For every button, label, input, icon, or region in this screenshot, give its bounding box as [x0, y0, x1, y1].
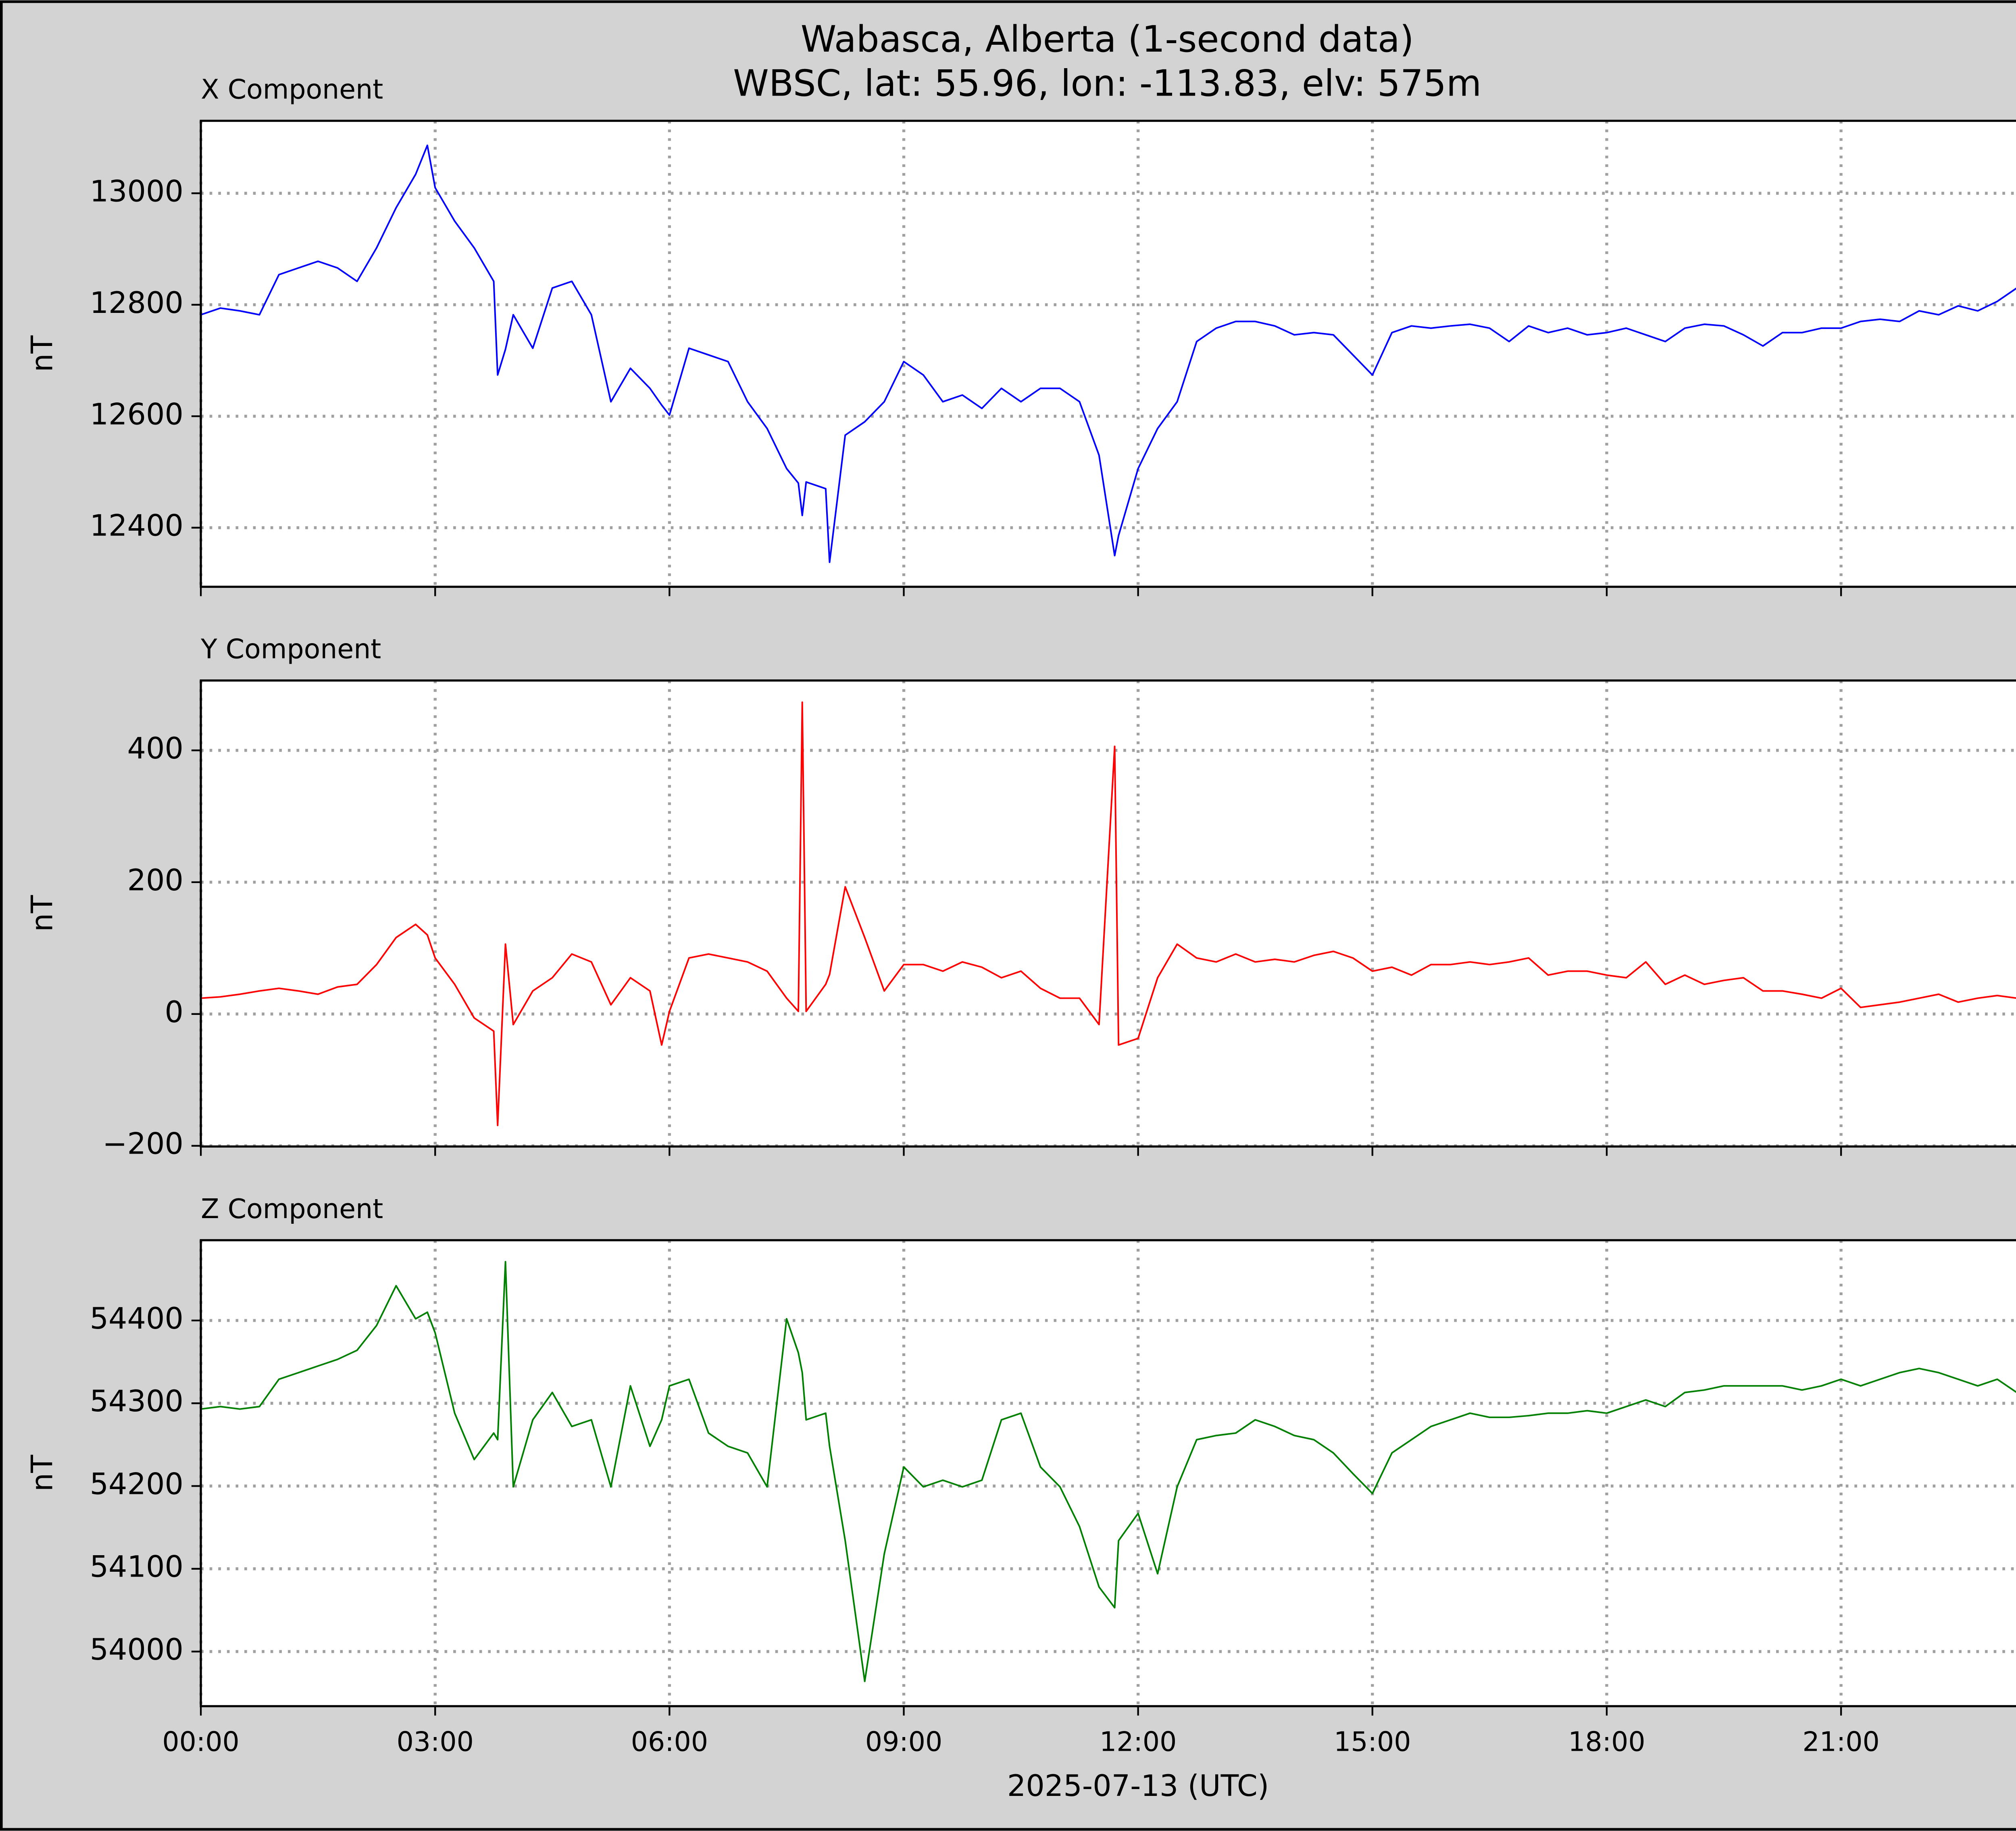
- x-tick-label: 21:00: [1802, 1726, 1879, 1757]
- x-tick-label: 03:00: [397, 1726, 474, 1757]
- y-tick-label: 0: [165, 995, 183, 1029]
- y-axis-label: nT: [25, 895, 60, 932]
- x-tick-label: 06:00: [631, 1726, 708, 1757]
- y-tick-label: 12600: [90, 397, 183, 431]
- y-tick-label: −200: [102, 1127, 183, 1161]
- y-tick-label: 54400: [90, 1302, 183, 1336]
- plot-area: [201, 680, 2016, 1147]
- plot-frame: [200, 119, 2016, 588]
- y-axis-label: nT: [25, 1455, 60, 1491]
- y-tick-label: 54100: [90, 1550, 183, 1584]
- y-tick-label: 12400: [90, 509, 183, 543]
- figure-title: Wabasca, Alberta (1-second data): [801, 19, 1414, 60]
- plot-area: [201, 1240, 2016, 1706]
- y-tick-label: 13000: [90, 174, 183, 208]
- x-tick-label: 18:00: [1568, 1726, 1645, 1757]
- y-tick-label: 200: [127, 863, 183, 898]
- panel-title: Y Component: [200, 633, 381, 665]
- panel-title: X Component: [201, 74, 383, 105]
- y-tick-label: 54300: [90, 1384, 183, 1419]
- y-tick-label: 54000: [90, 1633, 183, 1667]
- x-tick-label: 12:00: [1100, 1726, 1177, 1757]
- x-axis-label: 2025-07-13 (UTC): [1007, 1769, 1269, 1803]
- x-tick-label: 15:00: [1334, 1726, 1411, 1757]
- panel-title: Z Component: [201, 1193, 383, 1225]
- plot-frame: [200, 679, 2016, 1148]
- x-tick-label: 09:00: [865, 1726, 942, 1757]
- plot-frame: [200, 1239, 2016, 1708]
- figure-subtitle: WBSC, lat: 55.96, lon: -113.83, elv: 575…: [733, 63, 1481, 105]
- y-tick-label: 54200: [90, 1467, 183, 1501]
- data-line: [200, 701, 2016, 1127]
- y-tick-label: 400: [127, 731, 183, 766]
- y-tick-label: 12800: [90, 286, 183, 320]
- data-line: [200, 144, 2016, 563]
- data-line: [200, 1261, 2016, 1682]
- y-axis-label: nT: [25, 335, 60, 372]
- x-tick-label: 00:00: [162, 1726, 239, 1757]
